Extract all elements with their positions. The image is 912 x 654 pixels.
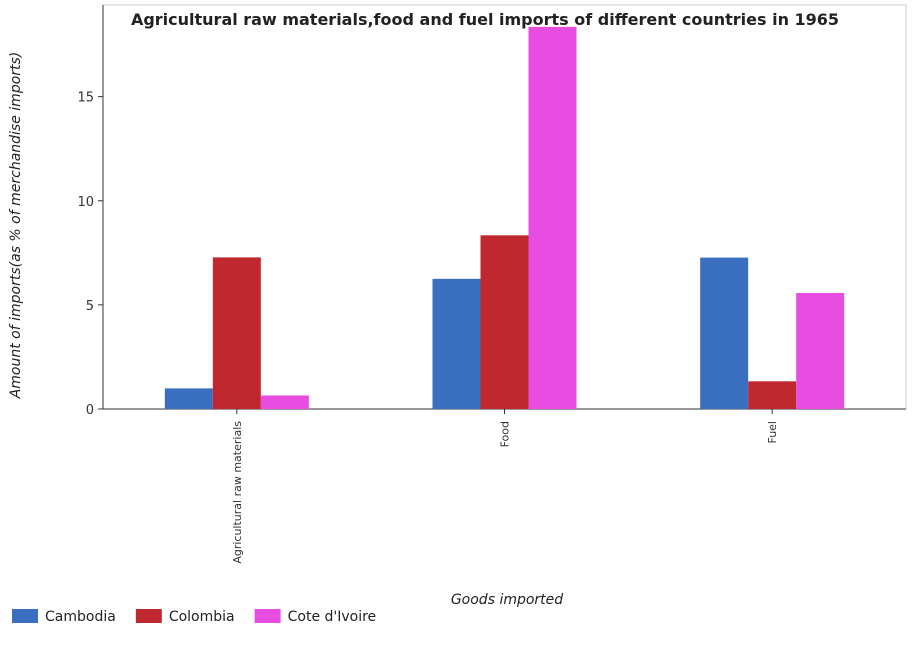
legend-label: Colombia <box>169 609 235 625</box>
bar-cambodia-1 <box>432 278 481 409</box>
legend-label: Cote d'Ivoire <box>288 609 377 625</box>
y-axis: 0 5 10 15 <box>77 5 104 418</box>
bar-cote-d-ivoire-2 <box>796 293 845 409</box>
bar-colombia-2 <box>748 381 797 409</box>
x-tick-label: Food <box>499 421 512 447</box>
bar-colombia-1 <box>480 235 529 409</box>
y-tick-label: 0 <box>86 403 94 418</box>
x-tick-label: Fuel <box>766 421 779 444</box>
y-tick-label: 15 <box>77 91 94 106</box>
y-axis-label: Amount of imports(as % of merchandise im… <box>8 52 24 400</box>
bar-colombia-0 <box>212 257 261 409</box>
legend-swatch <box>254 609 281 623</box>
y-tick-label: 5 <box>86 299 94 314</box>
x-axis: Agricultural raw materials Food Fuel <box>103 408 906 564</box>
bar-cote-d-ivoire-0 <box>260 395 309 409</box>
x-axis-label: Goods imported <box>451 592 563 608</box>
legend-swatch <box>135 609 162 623</box>
bar-cambodia-2 <box>700 257 749 409</box>
bars <box>164 26 845 410</box>
x-tick-label: Agricultural raw materials <box>231 421 244 564</box>
y-tick-label: 10 <box>77 195 94 210</box>
chart-title: Agricultural raw materials,food and fuel… <box>131 10 839 29</box>
legend: Cambodia Colombia Cote d'Ivoire <box>12 609 376 625</box>
legend-swatch <box>12 609 38 623</box>
bar-cambodia-0 <box>164 388 213 409</box>
legend-label: Cambodia <box>45 609 116 625</box>
bar-cote-d-ivoire-1 <box>528 26 577 410</box>
